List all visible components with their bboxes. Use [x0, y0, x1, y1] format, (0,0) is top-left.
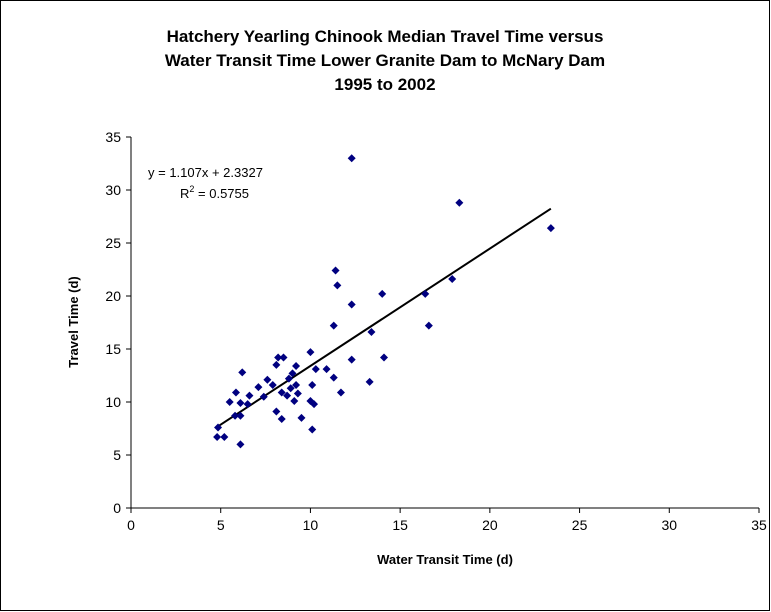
point	[329, 373, 338, 382]
point	[290, 396, 299, 405]
x-tick-label: 0	[127, 517, 135, 533]
point	[214, 423, 223, 432]
point	[236, 411, 245, 420]
point	[421, 289, 430, 298]
chart-title: Hatchery Yearling Chinook Median Travel …	[167, 27, 604, 46]
x-tick-label: 15	[392, 517, 408, 533]
point	[231, 388, 240, 397]
x-tick-label: 20	[482, 517, 498, 533]
point	[220, 432, 229, 441]
point	[284, 374, 293, 383]
y-tick-label: 25	[105, 235, 121, 251]
point	[308, 381, 317, 390]
point	[347, 300, 356, 309]
point	[306, 348, 315, 357]
point	[455, 198, 464, 207]
trendline-equation: y = 1.107x + 2.3327	[148, 165, 263, 180]
r-squared-exponent: 2	[189, 184, 194, 194]
point	[263, 375, 272, 384]
point	[236, 440, 245, 449]
trendline	[216, 207, 552, 428]
point	[367, 328, 376, 337]
point	[365, 377, 374, 386]
y-tick-label: 30	[105, 182, 121, 198]
point	[347, 154, 356, 163]
point	[329, 321, 338, 330]
point	[336, 388, 345, 397]
point	[292, 361, 301, 370]
point	[322, 365, 331, 374]
x-tick-label: 30	[661, 517, 677, 533]
x-tick-label: 25	[572, 517, 588, 533]
point	[293, 389, 302, 398]
point	[277, 414, 286, 423]
point	[274, 353, 283, 362]
point	[308, 425, 317, 434]
y-tick-label: 10	[105, 394, 121, 410]
point	[286, 384, 295, 393]
point	[272, 407, 281, 416]
point	[424, 321, 433, 330]
point	[292, 381, 301, 390]
point	[268, 381, 277, 390]
point	[379, 353, 388, 362]
y-tick-label: 35	[105, 129, 121, 145]
point	[245, 391, 254, 400]
point	[243, 400, 252, 409]
point	[288, 369, 297, 378]
point	[225, 398, 234, 406]
point	[272, 360, 281, 369]
point	[310, 400, 319, 409]
point	[333, 281, 342, 290]
point	[546, 224, 555, 233]
point	[238, 368, 247, 377]
point	[236, 399, 245, 408]
point	[277, 388, 286, 397]
chart-title: 1995 to 2002	[334, 75, 435, 94]
y-tick-label: 15	[105, 341, 121, 357]
y-axis-title: Travel Time (d)	[66, 276, 81, 368]
r-squared-symbol: R	[180, 186, 189, 201]
r-squared-text: = 0.5755	[194, 186, 249, 201]
y-tick-label: 5	[113, 447, 121, 463]
point	[231, 411, 240, 420]
x-tick-label: 10	[303, 517, 319, 533]
point	[347, 355, 356, 364]
point	[254, 383, 263, 392]
point	[259, 392, 268, 401]
point	[448, 275, 457, 284]
x-tick-label: 35	[751, 517, 767, 533]
chart-title: Water Transit Time Lower Granite Dam to …	[165, 51, 605, 70]
x-axis-title: Water Transit Time (d)	[377, 552, 513, 567]
y-tick-label: 0	[113, 500, 121, 516]
point	[378, 289, 387, 298]
point	[331, 266, 340, 275]
point	[283, 391, 292, 400]
x-tick-label: 5	[217, 517, 225, 533]
y-tick-label: 20	[105, 288, 121, 304]
point	[311, 365, 320, 374]
point	[297, 413, 306, 422]
point	[279, 353, 288, 362]
point	[213, 432, 222, 441]
r-squared: R2 = 0.5755	[180, 184, 249, 201]
